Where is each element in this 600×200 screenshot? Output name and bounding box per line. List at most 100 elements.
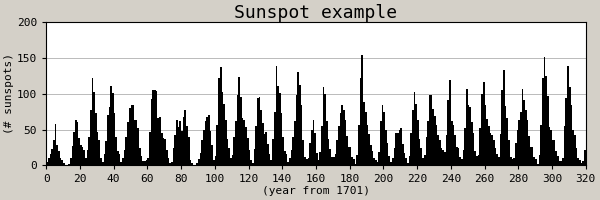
Bar <box>407 163 409 165</box>
Bar <box>279 93 281 165</box>
Bar <box>442 150 444 165</box>
Bar <box>112 93 113 165</box>
Bar <box>377 162 379 165</box>
Bar <box>446 135 448 165</box>
Bar <box>97 132 98 165</box>
Bar <box>60 158 61 165</box>
Bar <box>188 137 190 165</box>
Bar <box>498 157 500 165</box>
Bar <box>289 158 290 165</box>
Bar <box>121 162 122 165</box>
Bar <box>173 148 175 165</box>
Bar <box>179 121 181 165</box>
Bar <box>368 134 370 165</box>
Bar <box>144 161 146 165</box>
Bar <box>424 155 425 165</box>
Bar <box>394 148 395 165</box>
Bar <box>387 143 388 165</box>
Bar <box>388 156 390 165</box>
Bar <box>517 130 518 165</box>
Bar <box>596 134 598 165</box>
Bar <box>350 147 352 165</box>
Bar <box>113 113 115 165</box>
Bar <box>323 87 325 165</box>
Bar <box>523 100 525 165</box>
Bar <box>98 140 100 165</box>
Bar <box>134 120 136 165</box>
Bar <box>200 153 202 165</box>
Bar <box>506 118 508 165</box>
Bar <box>535 159 537 165</box>
Bar <box>292 137 294 165</box>
Bar <box>140 156 142 165</box>
Bar <box>352 157 353 165</box>
Bar <box>415 104 417 165</box>
Bar <box>547 96 548 165</box>
Bar <box>550 130 552 165</box>
Bar <box>294 121 296 165</box>
Bar <box>271 160 272 165</box>
Bar <box>343 110 344 165</box>
Bar <box>296 95 298 165</box>
Bar <box>552 140 554 165</box>
Bar <box>317 160 319 165</box>
Bar <box>427 121 429 165</box>
Bar <box>513 158 515 165</box>
Bar <box>206 117 208 165</box>
Bar <box>104 154 105 165</box>
Bar <box>326 121 328 165</box>
Bar <box>328 139 329 165</box>
Bar <box>50 154 51 165</box>
Bar <box>319 152 321 165</box>
Bar <box>429 95 431 165</box>
Bar <box>309 143 311 165</box>
Bar <box>71 146 73 165</box>
Bar <box>370 145 371 165</box>
Bar <box>152 90 154 165</box>
Bar <box>223 104 225 165</box>
Bar <box>373 158 375 165</box>
Bar <box>569 87 571 165</box>
Bar <box>466 89 467 165</box>
Bar <box>299 85 301 165</box>
Bar <box>304 157 306 165</box>
Bar <box>80 145 82 165</box>
Bar <box>496 154 498 165</box>
Bar <box>412 110 414 165</box>
Bar <box>333 157 335 165</box>
Bar <box>532 147 533 165</box>
Bar <box>584 150 586 165</box>
Bar <box>46 162 48 165</box>
Bar <box>269 154 271 165</box>
Bar <box>264 134 265 165</box>
Bar <box>544 57 545 165</box>
Bar <box>86 150 88 165</box>
Bar <box>259 97 260 165</box>
Bar <box>262 123 264 165</box>
Y-axis label: (# sunspots): (# sunspots) <box>4 53 14 134</box>
Bar <box>265 132 267 165</box>
Bar <box>63 163 65 165</box>
Bar <box>505 106 506 165</box>
Bar <box>483 82 485 165</box>
Bar <box>356 155 358 165</box>
Bar <box>385 130 387 165</box>
Bar <box>277 86 279 165</box>
Bar <box>355 164 356 165</box>
Bar <box>360 78 361 165</box>
Bar <box>464 128 466 165</box>
Bar <box>313 120 314 165</box>
Bar <box>395 133 397 165</box>
Bar <box>410 133 412 165</box>
Bar <box>164 139 166 165</box>
Bar <box>402 144 404 165</box>
Bar <box>469 107 471 165</box>
Bar <box>225 120 227 165</box>
Bar <box>308 158 309 165</box>
Bar <box>510 157 512 165</box>
Bar <box>208 115 210 165</box>
Bar <box>463 150 464 165</box>
Bar <box>137 128 139 165</box>
Bar <box>217 125 218 165</box>
Bar <box>488 126 490 165</box>
